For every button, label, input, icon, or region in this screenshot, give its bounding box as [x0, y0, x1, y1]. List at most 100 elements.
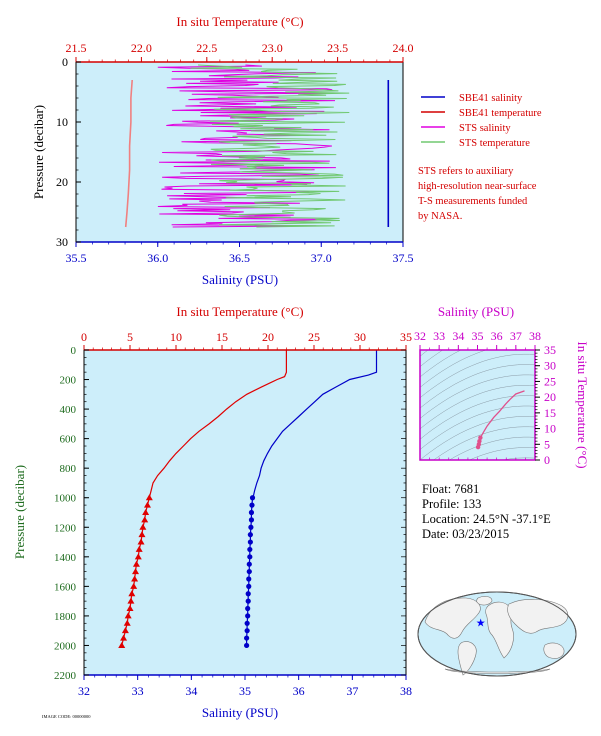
note-line: high-resolution near-surface [418, 181, 537, 192]
footer-code: IMAGE CODE: 00000000 [42, 714, 91, 719]
density-contour [433, 426, 535, 460]
x-tick-label: 34 [452, 329, 464, 343]
x-tick-label: 36 [491, 329, 503, 343]
data-point [124, 612, 132, 619]
x-tick-label: 37 [346, 684, 358, 698]
location: Location: 24.5°N -37.1°E [422, 512, 551, 526]
y-tick-label: 25 [544, 374, 556, 388]
data-point [247, 532, 253, 538]
density-contour [420, 385, 535, 430]
data-point [245, 591, 251, 597]
x-tick-label: 35.5 [66, 251, 87, 265]
x-tick-label: 35 [400, 330, 412, 344]
data-point [247, 539, 253, 545]
data-point [131, 575, 139, 582]
density-contour [420, 416, 535, 460]
x-tick-label: 23.5 [327, 41, 348, 55]
x-tick-label: 36 [293, 684, 305, 698]
y-tick-label: 1600 [54, 581, 77, 593]
y-tick-label: 35 [544, 343, 556, 357]
data-point [123, 619, 131, 626]
data-point [132, 568, 140, 575]
series-line [124, 79, 133, 228]
density-contour [420, 374, 535, 419]
full-profile-chart: 0 5 10 15 20 25 30 35 32 33 34 35 36 37 38 0 200 400 600 80… [12, 304, 412, 720]
data-point [245, 598, 251, 604]
series-line [190, 64, 350, 228]
float-location-marker: ★ [476, 618, 486, 630]
x-tick-label: 25 [308, 330, 320, 344]
y-tick-label: 0 [62, 55, 68, 69]
note-line: by NASA. [418, 211, 462, 222]
data-point [244, 635, 250, 641]
x-tick-label: 37.0 [311, 251, 332, 265]
legend-item: STS salinity [459, 123, 511, 134]
x-tick-label: 37.5 [393, 251, 414, 265]
x-tick-label: 32 [78, 684, 90, 698]
near-surface-profile-chart: 21.5 22.0 22.5 23.0 23.5 24.0 35.5 36.0 36.5 37.0… [31, 14, 414, 287]
y-tick-label: 30 [544, 359, 556, 373]
note-line: T-S measurements funded [418, 196, 528, 207]
y-axis-title: Pressure (decibar) [12, 465, 27, 559]
data-point [118, 641, 126, 648]
x-tick-label: 38 [400, 684, 412, 698]
data-point [143, 501, 151, 508]
density-contour [420, 353, 535, 398]
x-tick-label: 22.0 [131, 41, 152, 55]
data-point [244, 620, 250, 626]
continent-north-america [424, 597, 481, 639]
data-point [132, 560, 140, 567]
right-axis-title: In situ Temperature (°C) [575, 341, 590, 468]
y-axis-title: Pressure (decibar) [31, 105, 46, 199]
y-tick-label: 1400 [54, 552, 77, 564]
float-info: Float: 7681 Profile: 133 Location: 24.5°… [422, 482, 551, 541]
data-point [126, 605, 134, 612]
x-tick-label: 38 [529, 329, 541, 343]
data-point [139, 523, 147, 530]
data-point [127, 597, 135, 604]
data-point [142, 509, 150, 515]
greenland [476, 596, 493, 606]
x-tick-label: 24.0 [393, 41, 414, 55]
data-point [128, 590, 136, 597]
data-point [248, 509, 255, 516]
series-line [148, 350, 287, 498]
data-point [245, 605, 251, 612]
x-tick-label: 32 [414, 329, 426, 343]
data-point [249, 502, 255, 508]
data-point [248, 517, 255, 523]
density-contour [420, 395, 535, 440]
legend-item: SBE41 salinity [459, 93, 523, 104]
data-point [245, 613, 251, 619]
series-line [252, 350, 378, 498]
density-contour [420, 350, 488, 388]
y-tick-label: 10 [544, 422, 556, 436]
world-map: ★ [417, 591, 577, 677]
x-tick-label: 30 [354, 330, 366, 344]
data-point [249, 495, 256, 501]
plot-area [84, 350, 406, 675]
map-border [417, 591, 577, 677]
y-tick-label: 1200 [54, 522, 77, 534]
data-point [247, 554, 253, 560]
continent-south-america [457, 641, 477, 676]
x-tick-label: 33 [132, 684, 144, 698]
float-number: Float: 7681 [422, 482, 479, 496]
data-point [135, 545, 143, 552]
top-axis-title: Salinity (PSU) [438, 304, 514, 319]
density-contour [420, 350, 444, 367]
sts-note: STS refers to auxiliary high-resolution … [418, 166, 537, 222]
continent-australia [543, 642, 565, 659]
y-tick-label: 0 [544, 453, 550, 467]
data-point [248, 524, 254, 530]
note-line: STS refers to auxiliary [418, 166, 514, 177]
data-point [138, 531, 146, 538]
density-contour [420, 405, 535, 450]
data-point [246, 576, 252, 582]
data-point [120, 634, 128, 641]
data-point [134, 553, 142, 560]
y-tick-label: 800 [60, 463, 77, 475]
data-point [145, 494, 153, 501]
y-tick-label: 0 [71, 345, 77, 357]
y-tick-label: 2200 [54, 670, 77, 682]
